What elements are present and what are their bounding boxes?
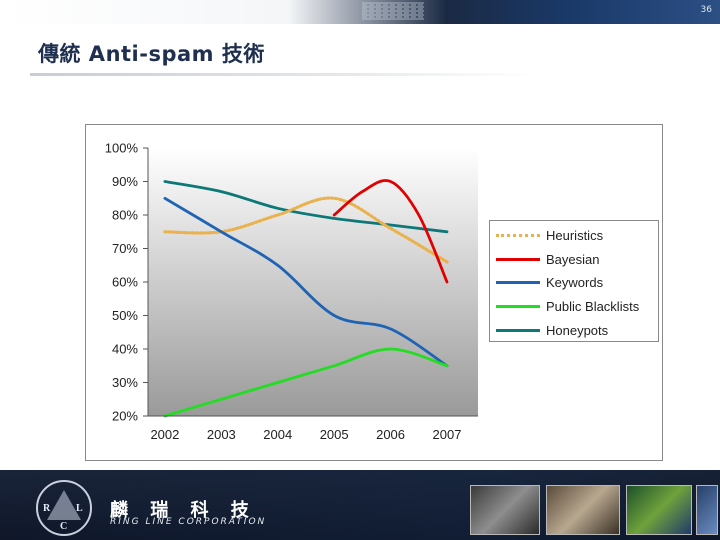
y-tick-label: 70%	[112, 241, 138, 256]
y-tick-label: 60%	[112, 275, 138, 290]
legend-item-honeypots: Honeypots	[496, 320, 608, 340]
footer-photo-extra	[696, 485, 718, 535]
y-tick-label: 50%	[112, 308, 138, 323]
legend-swatch-heuristics	[496, 233, 540, 237]
legend-swatch-bayesian	[496, 257, 540, 261]
x-tick-label: 2007	[433, 427, 462, 442]
y-tick-label: 80%	[112, 208, 138, 223]
slide-number: 36	[700, 5, 712, 15]
footer-photo-meeting	[546, 485, 620, 535]
header-bar: 36	[0, 0, 720, 24]
header-grid-decoration	[362, 2, 424, 20]
logo-letter-c: C	[60, 521, 68, 532]
legend-label-keywords: Keywords	[546, 274, 604, 290]
series-line-public-blacklists	[163, 347, 449, 418]
logo-triangle-icon	[47, 490, 81, 520]
footer-photo-nature	[626, 485, 692, 535]
chart-legend: Heuristics Bayesian Keywords Public Blac…	[489, 220, 659, 342]
legend-swatch-public-blacklists	[496, 304, 540, 308]
legend-label-bayesian: Bayesian	[546, 251, 600, 267]
x-tick-label: 2003	[207, 427, 236, 442]
series-line-keywords	[163, 196, 449, 368]
line-chart: 20% 30% 40% 50% 60% 70% 80% 90% 100% 2002 2003 2004…	[105, 141, 478, 442]
x-tick-label: 2004	[263, 427, 292, 442]
series-line-heuristics	[163, 196, 449, 264]
x-tick-label: 2002	[150, 427, 179, 442]
company-logo-icon	[36, 480, 92, 536]
title-underline	[30, 73, 535, 76]
legend-item-keywords: Keywords	[496, 272, 603, 292]
chart-container: 20% 30% 40% 50% 60% 70% 80% 90% 100% 2002 2003 2004…	[85, 124, 663, 461]
page-title: 傳統 Anti-spam 技術	[38, 42, 265, 66]
legend-label-public-blacklists: Public Blacklists	[546, 298, 640, 314]
legend-swatch-honeypots	[496, 328, 540, 332]
legend-swatch-keywords	[496, 280, 540, 284]
series-line-bayesian	[332, 179, 449, 284]
company-name-english: RING LINE CORPORATION	[110, 517, 267, 527]
y-tick-label: 20%	[112, 409, 138, 424]
legend-label-heuristics: Heuristics	[546, 227, 604, 243]
y-tick-label: 100%	[105, 141, 139, 156]
company-name-chinese: 麟 瑞 科 技	[110, 500, 257, 521]
y-tick-label: 90%	[112, 174, 138, 189]
x-tick-label: 2005	[320, 427, 349, 442]
footer-photo-people	[470, 485, 540, 535]
legend-item-heuristics: Heuristics	[496, 225, 603, 245]
legend-item-public-blacklists: Public Blacklists	[496, 296, 639, 316]
logo-letter-l: L	[76, 503, 83, 514]
x-tick-label: 2006	[376, 427, 405, 442]
y-tick-label: 30%	[112, 375, 138, 390]
series-line-honeypots	[163, 180, 449, 234]
legend-label-honeypots: Honeypots	[546, 322, 609, 338]
logo-letter-r: R	[43, 503, 51, 514]
legend-item-bayesian: Bayesian	[496, 249, 599, 269]
y-tick-label: 40%	[112, 342, 138, 357]
